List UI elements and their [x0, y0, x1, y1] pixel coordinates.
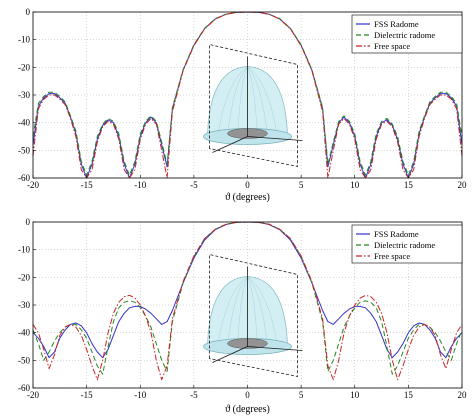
- x-tick-label: 15: [404, 180, 414, 190]
- legend-entry-label: FSS Radome: [374, 19, 419, 29]
- y-tick-label: -40: [18, 118, 30, 128]
- x-tick-label: 20: [458, 390, 468, 400]
- radome-mesh-line: [247, 66, 268, 137]
- cut-plane-outline: [209, 43, 298, 167]
- y-tick-label: -60: [18, 383, 30, 393]
- x-tick-label: -20: [27, 390, 39, 400]
- x-tick-label: -10: [134, 180, 146, 190]
- legend-box: [351, 224, 463, 264]
- radome-mesh-line: [237, 276, 248, 347]
- y-tick-label: -30: [18, 90, 30, 100]
- radome-mesh-line: [247, 66, 258, 137]
- x-tick-label: 15: [404, 390, 414, 400]
- radome-illustration: [203, 43, 303, 167]
- radome-mesh-line: [247, 276, 278, 347]
- radome-mesh-line: [217, 66, 248, 137]
- x-tick-label: 10: [350, 180, 360, 190]
- legend-entry-label: Dielectric radome: [374, 240, 435, 250]
- cut-plane-outline: [209, 253, 298, 377]
- y-tick-label: 0: [26, 217, 31, 227]
- x-tick-label: -15: [81, 180, 93, 190]
- radome-mesh-line: [217, 276, 248, 347]
- x-tick-label: -20: [27, 180, 39, 190]
- x-tick-label: -15: [81, 390, 93, 400]
- y-tick-label: -50: [18, 355, 30, 365]
- y-tick-label: -30: [18, 300, 30, 310]
- x-tick-label: 0: [245, 180, 250, 190]
- y-tick-label: 0: [26, 7, 31, 17]
- chart-panel-2: -20 -15 -10 -5 0 5 10 15 200-10-20-30-40-50-60ϑ …: [18, 217, 467, 415]
- x-tick-label: 10: [350, 390, 360, 400]
- x-axis-arrow: [212, 346, 248, 363]
- radome-mesh-line: [237, 66, 248, 137]
- y-tick-label: -40: [18, 328, 30, 338]
- y-tick-label: -10: [18, 35, 30, 45]
- x-tick-label: 5: [299, 390, 304, 400]
- legend-entry-label: Free space: [374, 41, 410, 51]
- chart-panel-1: -20 -15 -10 -5 0 5 10 15 200-10-20-30-40-50-60ϑ …: [18, 7, 467, 203]
- radome-mesh-line: [227, 276, 248, 347]
- x-axis-label: ϑ (degrees): [225, 192, 270, 203]
- radome-illustration: [203, 253, 303, 377]
- legend-entry-label: FSS Radome: [374, 229, 419, 239]
- y-tick-label: -60: [18, 173, 30, 183]
- y-axis-arrow: [247, 346, 303, 351]
- y-tick-label: -50: [18, 145, 30, 155]
- radome-mesh-line: [247, 276, 258, 347]
- x-axis-arrow: [212, 136, 248, 153]
- x-tick-label: 5: [299, 180, 304, 190]
- x-tick-label: -5: [190, 180, 198, 190]
- legend-entry-label: Free space: [374, 251, 410, 261]
- legend-entry-label: Dielectric radome: [374, 30, 435, 40]
- x-tick-label: 20: [458, 180, 468, 190]
- radome-mesh-line: [247, 276, 268, 347]
- x-tick-label: -10: [134, 390, 146, 400]
- y-tick-label: -20: [18, 62, 30, 72]
- y-tick-label: -10: [18, 245, 30, 255]
- radome-mesh-line: [247, 66, 278, 137]
- legend-box: [351, 14, 463, 54]
- y-tick-label: -20: [18, 272, 30, 282]
- y-axis-arrow: [247, 136, 303, 141]
- radome-mesh-line: [227, 66, 248, 137]
- x-tick-label: -5: [190, 390, 198, 400]
- x-tick-label: 0: [245, 390, 250, 400]
- x-axis-label: ϑ (degrees): [225, 404, 270, 415]
